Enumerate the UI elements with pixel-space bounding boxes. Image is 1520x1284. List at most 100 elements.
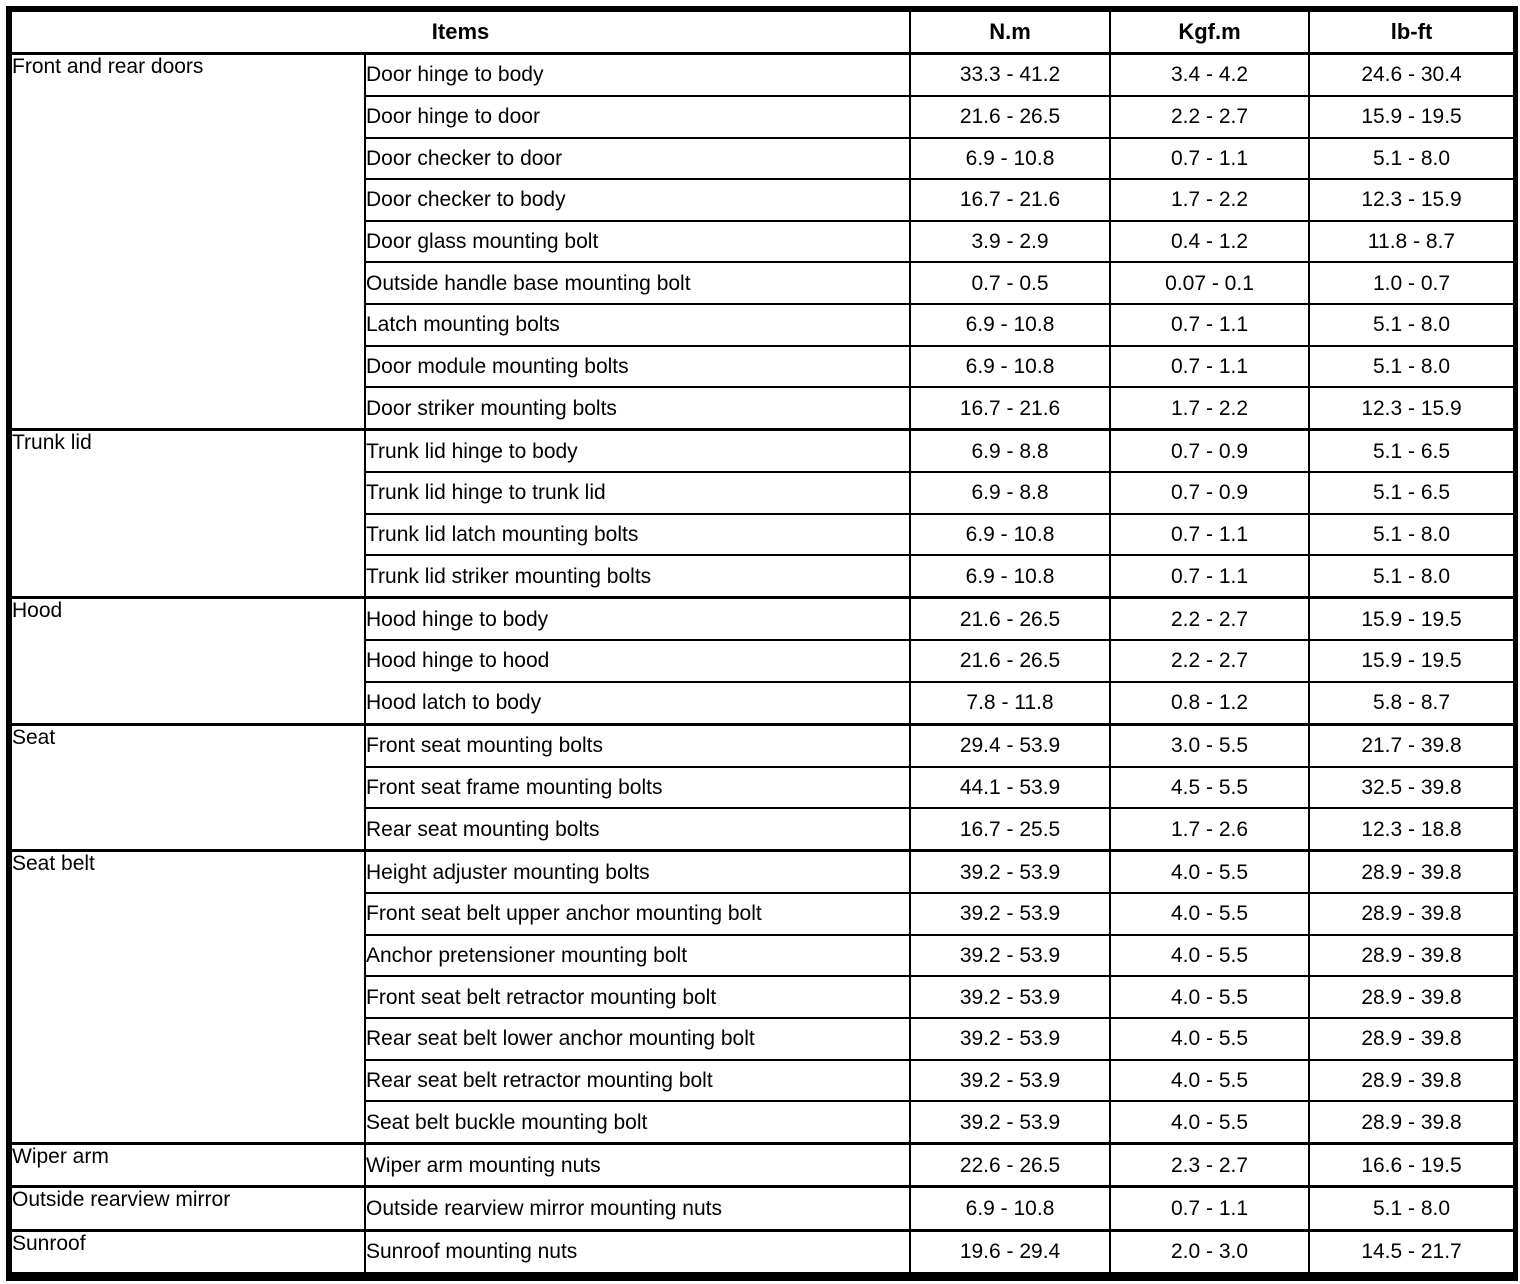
- item-cell: Wiper arm mounting nuts: [363, 1142, 912, 1188]
- nm-value-cell: 39.2 - 53.9: [909, 1058, 1112, 1103]
- table-row: Rear seat belt retractor mounting bolt 39…: [11, 1058, 1516, 1103]
- table-header: Items N.m Kgf.m lb-ft: [9, 10, 1516, 55]
- item-cell: Trunk lid striker mounting bolts: [363, 554, 912, 599]
- lbft-value-cell: 5.1 - 8.0: [1308, 344, 1516, 389]
- item-cell: Door checker to body: [363, 178, 912, 222]
- lbft-value-cell: 5.1 - 8.0: [1308, 302, 1516, 347]
- table-row: Seat Front seat mounting bolts 29.4 - 53.9…: [10, 722, 1516, 852]
- nm-value-cell: 39.2 - 53.9: [909, 933, 1112, 978]
- kgfm-value-cell: 0.7 - 1.1: [1109, 1185, 1311, 1232]
- table-row: Trunk lid latch mounting bolts 6.9 - 10.8…: [11, 512, 1516, 557]
- table-row: Rear seat mounting bolts 16.7 - 25.5 1.7 -…: [11, 807, 1516, 852]
- kgfm-value-cell: 4.0 - 5.5: [1109, 1100, 1311, 1145]
- lbft-value-cell: 5.1 - 6.5: [1308, 428, 1516, 474]
- kgfm-value-cell: 3.4 - 4.2: [1109, 52, 1311, 97]
- table-row: Anchor pretensioner mounting bolt 39.2 - …: [11, 933, 1516, 978]
- category-cell: Front and rear doors: [10, 52, 366, 431]
- nm-value-cell: 16.7 - 25.5: [909, 807, 1112, 852]
- lbft-value-cell: 11.8 - 8.7: [1308, 219, 1516, 264]
- item-cell: Door hinge to body: [363, 52, 912, 97]
- lbft-value-cell: 28.9 - 39.8: [1308, 1058, 1516, 1103]
- category-cell: Sunroof: [10, 1228, 366, 1274]
- item-cell: Hood hinge to hood: [363, 639, 912, 683]
- item-cell: Door glass mounting bolt: [363, 219, 912, 264]
- kgfm-value-cell: 2.3 - 2.7: [1109, 1142, 1311, 1188]
- nm-value-cell: 6.9 - 10.8: [909, 1185, 1112, 1232]
- lbft-value-cell: 15.9 - 19.5: [1308, 639, 1516, 683]
- table-row: Outside rearview mirror Outside rearview …: [10, 1185, 1516, 1232]
- item-cell: Door hinge to door: [363, 94, 912, 139]
- kgfm-value-cell: 1.7 - 2.2: [1109, 386, 1311, 431]
- table-row: Latch mounting bolts 6.9 - 10.8 0.7 - 1.1 5…: [11, 302, 1516, 347]
- table-row: Outside handle base mounting bolt 0.7 - 0…: [11, 261, 1516, 305]
- item-cell: Rear seat belt retractor mounting bolt: [363, 1058, 912, 1103]
- nm-value-cell: 16.7 - 21.6: [909, 178, 1112, 222]
- category-cell: Hood: [10, 596, 366, 726]
- lbft-value-cell: 12.3 - 15.9: [1308, 386, 1516, 431]
- item-cell: Trunk lid latch mounting bolts: [363, 512, 912, 557]
- lbft-value-cell: 16.6 - 19.5: [1308, 1142, 1516, 1188]
- nm-value-cell: 0.7 - 0.5: [909, 261, 1112, 305]
- table-row: Door checker to body 16.7 - 21.6 1.7 - 2.2…: [11, 178, 1516, 222]
- torque-spec-table: Items N.m Kgf.m lb-ft Front and rear doo…: [9, 10, 1516, 1274]
- item-cell: Door striker mounting bolts: [363, 386, 912, 431]
- table-row: Door glass mounting bolt 3.9 - 2.9 0.4 - 1…: [11, 219, 1516, 264]
- item-cell: Trunk lid hinge to body: [363, 428, 912, 474]
- kgfm-value-cell: 0.7 - 1.1: [1109, 554, 1311, 599]
- kgfm-value-cell: 4.0 - 5.5: [1109, 849, 1311, 895]
- lbft-value-cell: 28.9 - 39.8: [1308, 1100, 1516, 1145]
- kgfm-value-cell: 1.7 - 2.2: [1109, 178, 1311, 222]
- item-cell: Hood hinge to body: [363, 596, 912, 642]
- lbft-value-cell: 24.6 - 30.4: [1308, 52, 1516, 97]
- kgfm-value-cell: 4.0 - 5.5: [1109, 933, 1311, 978]
- lbft-value-cell: 5.8 - 8.7: [1308, 680, 1516, 726]
- item-cell: Outside handle base mounting bolt: [363, 261, 912, 305]
- table-row: Door hinge to door 21.6 - 26.5 2.2 - 2.7 15…: [11, 94, 1516, 139]
- kgfm-value-cell: 0.7 - 1.1: [1109, 136, 1311, 181]
- kgfm-value-cell: 0.7 - 0.9: [1109, 471, 1311, 515]
- nm-value-cell: 7.8 - 11.8: [909, 680, 1112, 726]
- header-row: Items N.m Kgf.m lb-ft: [9, 10, 1516, 55]
- nm-value-cell: 3.9 - 2.9: [909, 219, 1112, 264]
- item-cell: Front seat frame mounting bolts: [363, 765, 912, 810]
- lbft-value-cell: 21.7 - 39.8: [1308, 722, 1516, 768]
- table-row: Seat belt buckle mounting bolt 39.2 - 53.…: [11, 1100, 1516, 1145]
- item-cell: Door checker to door: [363, 136, 912, 181]
- table-row: Door module mounting bolts 6.9 - 10.8 0.7 …: [11, 344, 1516, 389]
- nm-value-cell: 29.4 - 53.9: [909, 722, 1112, 768]
- category-cell: Seat belt: [10, 849, 366, 1145]
- table-row: Seat belt Height adjuster mounting bolts 3…: [10, 849, 1516, 1145]
- item-cell: Door module mounting bolts: [363, 344, 912, 389]
- lbft-value-cell: 5.1 - 8.0: [1308, 512, 1516, 557]
- nm-value-cell: 39.2 - 53.9: [909, 1016, 1112, 1061]
- kgfm-value-cell: 4.0 - 5.5: [1109, 892, 1311, 936]
- kgfm-value-cell: 0.7 - 1.1: [1109, 344, 1311, 389]
- kgfm-value-cell: 0.8 - 1.2: [1109, 680, 1311, 726]
- item-cell: Front seat belt retractor mounting bolt: [363, 975, 912, 1019]
- nm-value-cell: 6.9 - 8.8: [909, 428, 1112, 474]
- category-cell: Seat: [10, 722, 366, 852]
- table-row: Hood hinge to hood 21.6 - 26.5 2.2 - 2.7 15…: [11, 639, 1516, 683]
- nm-value-cell: 39.2 - 53.9: [909, 975, 1112, 1019]
- nm-value-cell: 6.9 - 10.8: [909, 554, 1112, 599]
- header-lbft: lb-ft: [1308, 10, 1516, 55]
- lbft-value-cell: 15.9 - 19.5: [1308, 596, 1516, 642]
- item-cell: Front seat belt upper anchor mounting bo…: [363, 892, 912, 936]
- kgfm-value-cell: 0.4 - 1.2: [1109, 219, 1311, 264]
- item-cell: Rear seat mounting bolts: [363, 807, 912, 852]
- kgfm-value-cell: 2.2 - 2.7: [1109, 596, 1311, 642]
- nm-value-cell: 21.6 - 26.5: [909, 94, 1112, 139]
- table-row: Door striker mounting bolts 16.7 - 21.6 1.…: [11, 386, 1516, 431]
- table-row: Front seat belt retractor mounting bolt 3…: [11, 975, 1516, 1019]
- item-cell: Hood latch to body: [363, 680, 912, 726]
- nm-value-cell: 6.9 - 10.8: [909, 136, 1112, 181]
- item-cell: Height adjuster mounting bolts: [363, 849, 912, 895]
- lbft-value-cell: 5.1 - 8.0: [1308, 136, 1516, 181]
- kgfm-value-cell: 4.5 - 5.5: [1109, 765, 1311, 810]
- torque-spec-table-container: Items N.m Kgf.m lb-ft Front and rear doo…: [6, 6, 1518, 1281]
- category-cell: Outside rearview mirror: [10, 1185, 366, 1232]
- nm-value-cell: 6.9 - 10.8: [909, 344, 1112, 389]
- lbft-value-cell: 5.1 - 8.0: [1308, 554, 1516, 599]
- item-cell: Front seat mounting bolts: [363, 722, 912, 768]
- table-row: Rear seat belt lower anchor mounting bol…: [11, 1016, 1516, 1061]
